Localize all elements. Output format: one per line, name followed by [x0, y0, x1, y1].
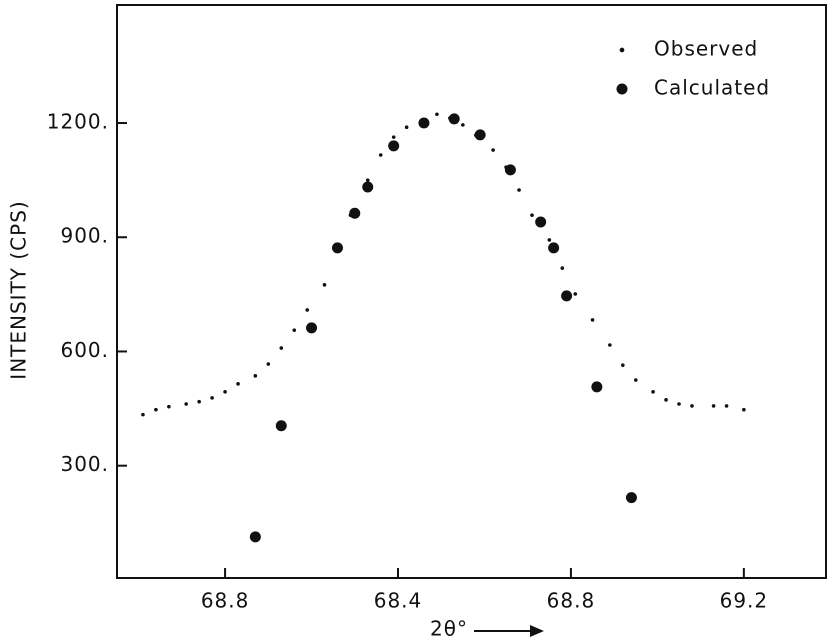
x-axis-label: 2θ°: [430, 617, 468, 641]
observed-point: [711, 404, 716, 408]
calculated-point: [535, 216, 547, 228]
y-tick-label: 900.: [60, 224, 109, 248]
observed-point: [491, 148, 495, 152]
observed-point: [664, 398, 668, 402]
observed-point: [404, 125, 409, 130]
x-tick-label: 68.8: [547, 589, 596, 613]
observed-point: [560, 266, 565, 270]
plot-frame: [116, 4, 827, 579]
calculated-point: [249, 531, 261, 543]
x-tick-label: 68.4: [374, 589, 423, 613]
calculated-point: [504, 164, 516, 176]
calculated-point: [388, 140, 400, 152]
observed-point: [253, 374, 258, 378]
calculated-point: [448, 113, 460, 125]
observed-point: [365, 178, 370, 182]
observed-point: [651, 390, 655, 394]
observed-point: [461, 123, 465, 127]
observed-point: [724, 404, 729, 408]
calculated-point: [474, 129, 486, 141]
observed-point: [279, 346, 284, 350]
observed-point: [223, 390, 227, 394]
observed-point: [690, 404, 694, 408]
observed-point: [141, 412, 145, 417]
calculated-point: [625, 492, 637, 504]
observed-point: [197, 399, 201, 404]
calculated-point: [349, 207, 361, 219]
y-axis-label: INTENSITY (CPS): [7, 200, 31, 379]
legend-label: Observed: [654, 37, 758, 61]
x-tick-label: 69.2: [720, 589, 769, 613]
calculated-point: [275, 420, 287, 432]
observed-point: [210, 396, 214, 400]
observed-point: [608, 343, 612, 347]
observed-point: [391, 135, 396, 139]
y-tick-label: 1200.: [47, 110, 109, 134]
observed-point: [547, 238, 552, 242]
observed-point: [292, 328, 297, 332]
observed-point: [677, 402, 681, 406]
observed-point: [573, 292, 578, 296]
calculated-point: [561, 290, 573, 302]
observed-point: [322, 283, 327, 287]
observed-point: [590, 318, 595, 322]
calculated-point: [362, 181, 374, 193]
observed-point: [530, 213, 534, 217]
observed-point: [154, 407, 158, 412]
observed-point: [517, 188, 521, 192]
legend-marker: [616, 83, 628, 95]
x-axis-arrow: [474, 625, 544, 637]
observed-point: [621, 363, 625, 367]
observed-point: [742, 407, 746, 412]
legend-marker: [619, 47, 625, 53]
observed-point: [167, 404, 171, 409]
y-tick-label: 300.: [60, 452, 109, 476]
observed-point: [435, 112, 439, 117]
calculated-point: [418, 117, 430, 129]
observed-point: [236, 382, 240, 386]
calculated-point: [331, 242, 343, 254]
calculated-point: [548, 242, 560, 254]
observed-point: [266, 362, 271, 366]
observed-point: [378, 153, 383, 157]
calculated-point: [306, 322, 318, 334]
observed-point: [184, 402, 188, 406]
y-tick-label: 600.: [60, 338, 109, 362]
x-tick-label: 68.8: [201, 589, 250, 613]
legend-label: Calculated: [654, 76, 770, 100]
observed-point: [633, 378, 638, 382]
observed-point: [305, 308, 310, 312]
calculated-point: [591, 381, 603, 393]
